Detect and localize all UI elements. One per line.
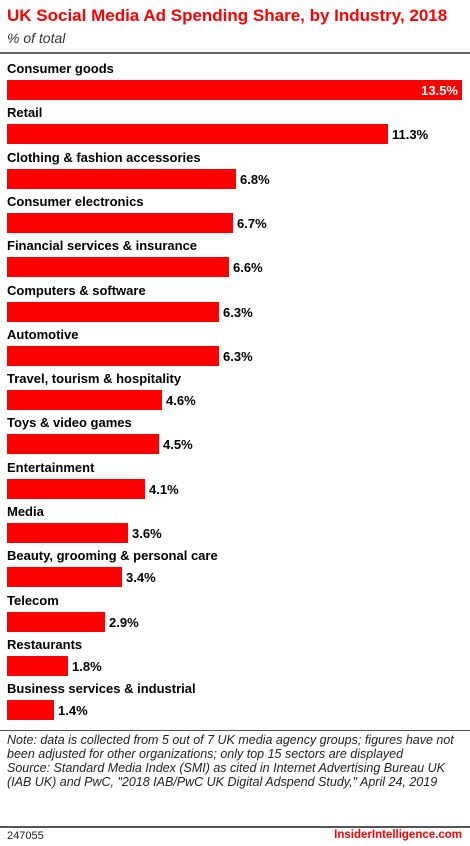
note-text: Note: data is collected from 5 out of 7 … xyxy=(7,733,454,761)
bar-row: Beauty, grooming & personal care 3.4% xyxy=(0,541,470,588)
category-label: Telecom xyxy=(7,592,59,608)
value-label: 6.6% xyxy=(233,260,263,276)
bar xyxy=(7,301,219,322)
bar-row: Clothing & fashion accessories 6.8% xyxy=(0,143,470,189)
value-label: 6.3% xyxy=(223,348,253,364)
category-label: Automotive xyxy=(7,326,79,342)
footnote: Note: data is collected from 5 out of 7 … xyxy=(7,733,462,789)
bar xyxy=(7,567,122,588)
value-label: 3.6% xyxy=(132,526,162,541)
category-label: Clothing & fashion accessories xyxy=(7,149,201,165)
value-label: 1.8% xyxy=(72,658,102,674)
bar xyxy=(7,168,236,189)
bar xyxy=(7,212,233,233)
footer-divider xyxy=(0,730,470,731)
value-label: 6.3% xyxy=(223,304,253,320)
value-label: 3.4% xyxy=(126,570,156,586)
source-text: Source: Standard Media Index (SMI) as ci… xyxy=(7,761,445,789)
value-label: 4.1% xyxy=(149,481,179,497)
category-label: Consumer electronics xyxy=(7,193,144,209)
chart-subtitle: % of total xyxy=(7,30,66,46)
bar xyxy=(7,80,462,100)
category-label: Business services & industrial xyxy=(7,681,196,697)
value-label: 1.4% xyxy=(58,703,88,719)
category-label: Travel, tourism & hospitality xyxy=(7,371,182,387)
chart-id: 247055 xyxy=(7,830,44,842)
bar-row: Retail 11.3% xyxy=(0,98,470,145)
bar xyxy=(7,434,159,455)
bar-row: Consumer electronics 6.7% xyxy=(0,187,470,233)
bar xyxy=(7,257,229,278)
bar xyxy=(7,523,128,543)
value-label: 4.6% xyxy=(166,393,196,409)
top-divider xyxy=(0,52,470,54)
category-label: Consumer goods xyxy=(7,61,114,76)
value-label: 6.8% xyxy=(240,171,270,187)
bar xyxy=(7,390,162,411)
category-label: Entertainment xyxy=(7,459,95,475)
bar-chart: Consumer goods 13.5% Retail 11.3% Clothing &… xyxy=(0,54,470,726)
bar-row: Computers & software 6.3% xyxy=(0,276,470,322)
bar-row: Consumer goods 13.5% xyxy=(0,54,470,100)
bar-row: Financial services & insurance 6.6% xyxy=(0,231,470,278)
bar xyxy=(7,655,68,676)
category-label: Toys & video games xyxy=(7,415,132,431)
bar xyxy=(7,700,54,721)
category-label: Beauty, grooming & personal care xyxy=(7,548,218,564)
bottom-divider xyxy=(0,826,470,828)
category-label: Retail xyxy=(7,105,43,121)
bar-row: Automotive 6.3% xyxy=(0,320,470,366)
category-label: Restaurants xyxy=(7,636,83,652)
category-label: Media xyxy=(7,504,44,519)
chart-title: UK Social Media Ad Spending Share, by In… xyxy=(7,6,448,25)
category-label: Financial services & insurance xyxy=(7,238,198,254)
bar xyxy=(7,124,388,145)
bar-row: Business services & industrial 1.4% xyxy=(0,674,470,721)
brand-link[interactable]: InsiderIntelligence.com xyxy=(334,829,462,841)
bar-row: Travel, tourism & hospitality 4.6% xyxy=(0,364,470,411)
value-label: 6.7% xyxy=(237,215,267,231)
bar xyxy=(7,345,219,366)
value-label: 4.5% xyxy=(163,437,193,453)
bar xyxy=(7,478,145,499)
value-label: 2.9% xyxy=(109,614,139,630)
bar-row: Telecom 2.9% xyxy=(0,586,470,632)
bar-row: Media 3.6% xyxy=(0,497,470,543)
category-label: Computers & software xyxy=(7,282,146,298)
bar-row: Toys & video games 4.5% xyxy=(0,408,470,455)
bar xyxy=(7,611,105,632)
value-label: 13.5% xyxy=(421,83,458,98)
bar-row: Entertainment 4.1% xyxy=(0,453,470,499)
bar-row: Restaurants 1.8% xyxy=(0,630,470,676)
value-label: 11.3% xyxy=(392,127,429,143)
